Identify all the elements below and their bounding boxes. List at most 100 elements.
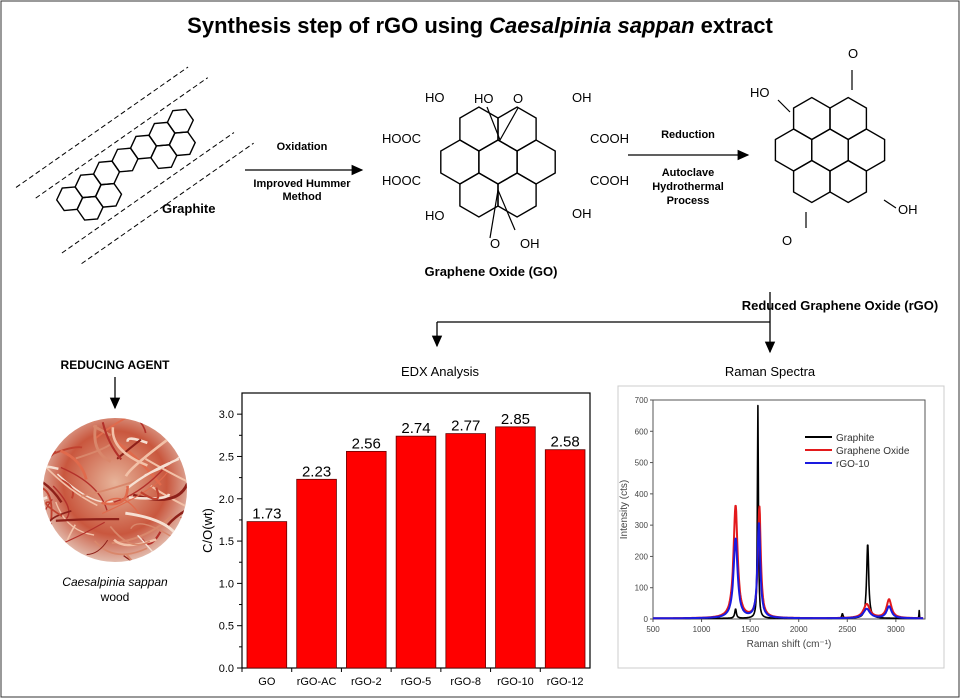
y-tick-label: 2.0 — [219, 494, 234, 506]
reduction-method-1: Autoclave — [662, 167, 715, 179]
hexagon-ring — [848, 129, 884, 171]
graphite-label: Graphite — [162, 201, 215, 216]
y-axis-label: Intensity (cts) — [619, 480, 630, 539]
bar — [496, 427, 536, 668]
branch-connector — [437, 292, 770, 352]
diagram-canvas: Synthesis step of rGO using Caesalpinia … — [0, 0, 960, 698]
hexagon-ring — [830, 98, 866, 140]
x-tick-label: 2500 — [838, 625, 856, 634]
bar-value-label: 2.23 — [302, 463, 331, 480]
hexagon-ring — [147, 140, 180, 174]
oxidation-label: Oxidation — [277, 141, 328, 153]
x-tick-label: rGO-2 — [351, 676, 382, 688]
rgo-group: OH — [898, 202, 918, 217]
rgo-group: O — [848, 46, 858, 61]
hexagon-ring — [775, 129, 811, 171]
legend-label: Graphite — [836, 433, 875, 444]
y-tick-label: 500 — [635, 459, 649, 468]
go-label: Graphene Oxide (GO) — [425, 264, 558, 279]
x-tick-label: 3000 — [887, 625, 905, 634]
y-tick-label: 700 — [635, 396, 649, 405]
go-group: HO — [425, 90, 445, 105]
bar — [396, 436, 436, 668]
y-tick-label: 400 — [635, 490, 649, 499]
oxidation-method-1: Improved Hummer — [253, 178, 351, 190]
y-tick-label: 2.5 — [219, 451, 234, 463]
rgo-group: HO — [750, 85, 770, 100]
x-tick-label: 500 — [646, 625, 660, 634]
bar — [446, 434, 486, 668]
hexagon-ring — [498, 173, 536, 217]
wood-strand — [181, 554, 232, 560]
hexagon-ring — [498, 107, 536, 151]
go-group: HOOC — [382, 131, 421, 146]
epoxide-bond — [487, 107, 518, 238]
reduction-method-2: Hydrothermal — [652, 181, 724, 193]
hexagon-ring — [73, 191, 106, 225]
wood-strand — [176, 435, 191, 448]
oxidation-method-2: Method — [282, 191, 321, 203]
x-tick-label: rGO-8 — [450, 676, 481, 688]
rgo-label: Reduced Graphene Oxide (rGO) — [742, 298, 939, 313]
y-tick-label: 0 — [644, 615, 649, 624]
y-tick-label: 3.0 — [219, 409, 234, 421]
reduction-method-3: Process — [667, 195, 710, 207]
synthesis-diagram: Synthesis step of rGO using Caesalpinia … — [0, 0, 960, 698]
reduction-label: Reduction — [661, 129, 715, 141]
wood-strand — [0, 497, 47, 531]
bar — [346, 451, 386, 668]
hexagon-ring — [460, 107, 498, 151]
go-group: O — [513, 91, 523, 106]
bar-value-label: 2.77 — [451, 418, 480, 435]
x-tick-label: 1000 — [693, 625, 711, 634]
rgo-structure — [775, 70, 896, 228]
x-axis-label: Raman shift (cm⁻¹) — [747, 639, 832, 650]
rgo-group: O — [782, 233, 792, 248]
y-tick-label: 100 — [635, 584, 649, 593]
x-tick-label: 1500 — [741, 625, 759, 634]
y-axis-label: C/O(wt) — [200, 508, 215, 553]
hexagon-ring — [812, 129, 848, 171]
go-group: OH — [572, 206, 592, 221]
hexagon-ring — [460, 173, 498, 217]
hexagon-ring — [441, 140, 479, 184]
bar — [545, 450, 585, 668]
y-tick-label: 0.0 — [219, 663, 234, 675]
x-tick-label: GO — [258, 676, 276, 688]
x-tick-label: rGO-10 — [497, 676, 534, 688]
bar-value-label: 2.74 — [401, 420, 430, 437]
hexagon-ring — [830, 161, 866, 203]
go-group: HO — [425, 208, 445, 223]
wood-strand — [0, 497, 43, 518]
x-tick-label: 2000 — [790, 625, 808, 634]
wood-photo — [0, 373, 245, 607]
bar-value-label: 2.85 — [501, 411, 530, 428]
page-title: Synthesis step of rGO using Caesalpinia … — [187, 13, 773, 38]
go-group: COOH — [590, 173, 629, 188]
raman-title: Raman Spectra — [725, 364, 816, 379]
wood-strand — [36, 399, 72, 423]
wood-strand — [13, 523, 49, 540]
wood-name: Caesalpinia sappan — [62, 575, 168, 589]
go-group: OH — [572, 90, 592, 105]
go-group: HO — [474, 91, 494, 106]
hexagon-ring — [794, 98, 830, 140]
hexagon-ring — [794, 161, 830, 203]
substituent-bond — [778, 70, 896, 228]
y-tick-label: 0.5 — [219, 621, 234, 633]
bar — [247, 522, 287, 668]
go-group: O — [490, 236, 500, 251]
graphite-tube — [16, 61, 254, 269]
graphene-oxide-structure — [441, 107, 555, 238]
y-tick-label: 200 — [635, 552, 649, 561]
go-group: COOH — [590, 131, 629, 146]
y-tick-label: 300 — [635, 521, 649, 530]
bar — [297, 479, 337, 668]
graphite-structure — [16, 61, 254, 269]
wood-sub: wood — [100, 590, 130, 604]
hexagon-ring — [92, 178, 125, 212]
x-tick-label: rGO-5 — [401, 676, 432, 688]
hexagon-ring — [108, 143, 141, 177]
hexagon-ring — [166, 127, 199, 161]
bar-value-label: 2.56 — [352, 435, 381, 452]
